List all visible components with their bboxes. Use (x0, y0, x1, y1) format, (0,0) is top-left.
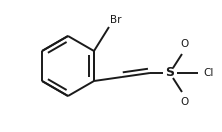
Text: O: O (181, 39, 189, 49)
Text: O: O (181, 97, 189, 107)
Text: Cl: Cl (203, 68, 213, 78)
Text: Br: Br (110, 15, 121, 25)
Text: S: S (165, 67, 174, 79)
